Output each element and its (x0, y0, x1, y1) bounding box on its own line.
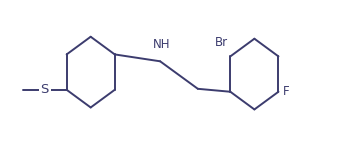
Text: NH: NH (153, 39, 171, 51)
Text: S: S (41, 83, 49, 96)
Text: Br: Br (215, 36, 228, 49)
Text: F: F (282, 85, 289, 98)
